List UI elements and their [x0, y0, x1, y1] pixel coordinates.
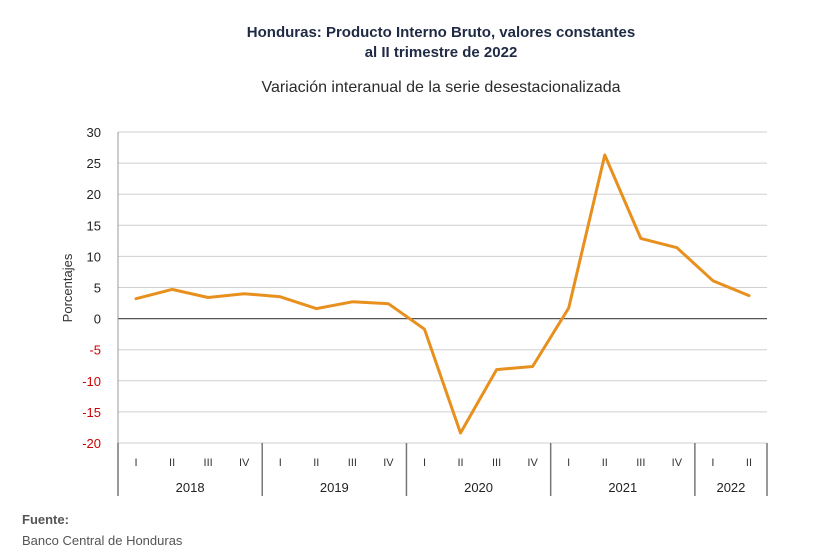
- x-tick-label: IV: [239, 457, 250, 469]
- year-label: 2018: [176, 480, 205, 495]
- source-text: Banco Central de Honduras: [22, 533, 183, 548]
- year-label: 2022: [716, 480, 745, 495]
- x-tick-label: IV: [383, 457, 394, 469]
- x-tick-label: III: [348, 457, 357, 469]
- x-tick-label: IV: [672, 457, 683, 469]
- year-label: 2021: [608, 480, 637, 495]
- gdp-series-line: [134, 153, 751, 435]
- y-tick-label: -15: [82, 405, 101, 420]
- year-label: 2020: [464, 480, 493, 495]
- source-label: Fuente:: [22, 512, 69, 527]
- x-tick-label: II: [457, 457, 463, 469]
- x-tick-label: III: [492, 457, 501, 469]
- y-tick-label: 5: [94, 281, 101, 296]
- grid-lines: [118, 131, 767, 444]
- y-tick-label: 10: [87, 249, 101, 264]
- y-tick-label: -20: [82, 436, 101, 451]
- y-axis-label: Porcentajes: [60, 253, 75, 322]
- y-tick-label: -10: [82, 374, 101, 389]
- y-tick-label: 15: [87, 218, 101, 233]
- y-tick-label: -5: [89, 343, 101, 358]
- y-tick-label: 30: [87, 125, 101, 140]
- x-tick-label: I: [279, 457, 282, 469]
- x-tick-label: IV: [527, 457, 538, 469]
- x-tick-label: I: [134, 457, 137, 469]
- year-label: 2019: [320, 480, 349, 495]
- x-tick-label: III: [204, 457, 213, 469]
- chart-title-line2: al II trimestre de 2022: [364, 44, 518, 61]
- y-tick-label: 20: [87, 187, 101, 202]
- series-line: [134, 153, 751, 435]
- x-tick-label: II: [313, 457, 319, 469]
- x-tick-label: I: [423, 457, 426, 469]
- y-axis: 30 25 20 15 10 5 0 -5 -10 -15 -20: [82, 125, 119, 451]
- y-tick-label: 25: [87, 156, 101, 171]
- x-tick-label: I: [567, 457, 570, 469]
- x-tick-label: III: [636, 457, 645, 469]
- y-tick-label: 0: [94, 312, 101, 327]
- x-tick-label: II: [602, 457, 608, 469]
- x-tick-label: II: [746, 457, 752, 469]
- x-tick-label: I: [711, 457, 714, 469]
- chart-title-line1: Honduras: Producto Interno Bruto, valore…: [246, 24, 636, 41]
- chart-subtitle: Variación interanual de la serie desesta…: [261, 79, 621, 96]
- x-tick-label: II: [169, 457, 175, 469]
